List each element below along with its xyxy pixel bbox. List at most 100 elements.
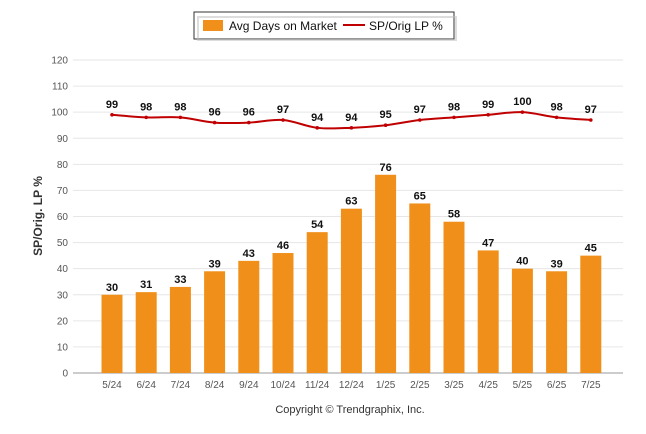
bar — [272, 253, 294, 373]
x-tick-label: 6/25 — [547, 380, 567, 391]
y-tick-label: 10 — [57, 342, 69, 353]
bar-data-label: 39 — [550, 258, 562, 270]
x-tick-label: 4/25 — [478, 380, 498, 391]
y-tick-label: 70 — [57, 186, 69, 197]
bar-data-labels: 30 31 33 39 43 46 54 63 76 65 58 47 40 39 45 — [106, 162, 597, 294]
x-tick-label: 9/24 — [239, 380, 259, 391]
line-data-label: 97 — [277, 104, 289, 116]
bar — [340, 208, 362, 373]
bar — [169, 286, 191, 373]
y-tick-label: 30 — [57, 290, 69, 301]
line-data-label: 99 — [106, 99, 118, 111]
bar-data-label: 39 — [208, 258, 220, 270]
bar-data-label: 76 — [379, 162, 391, 174]
x-tick-label: 6/24 — [136, 380, 156, 391]
line-point — [144, 115, 148, 120]
line-point — [247, 120, 251, 125]
line-data-label: 99 — [482, 99, 494, 111]
line-point — [554, 115, 559, 120]
x-tick-label: 8/24 — [205, 380, 225, 391]
y-tick-label: 120 — [51, 56, 68, 67]
line-point — [349, 126, 354, 130]
bar-data-label: 31 — [140, 279, 152, 291]
line-point — [589, 118, 593, 122]
bar-data-label: 40 — [516, 256, 528, 268]
bar — [580, 255, 602, 373]
line-data-label: 97 — [585, 104, 597, 116]
line-point — [178, 115, 183, 120]
y-tick-label: 60 — [57, 212, 69, 223]
bar — [511, 268, 533, 373]
line-data-label: 94 — [345, 112, 358, 124]
line-point — [315, 126, 320, 130]
y-tick-label: 50 — [57, 238, 69, 249]
y-tick-label: 100 — [51, 108, 68, 119]
bar — [443, 221, 465, 373]
bar — [375, 174, 397, 373]
bar-data-label: 33 — [174, 274, 186, 286]
bar — [306, 232, 328, 373]
x-tick-label: 7/24 — [171, 380, 191, 391]
line-data-label: 94 — [311, 112, 324, 124]
line-point — [520, 110, 525, 114]
bar — [101, 294, 123, 373]
legend-bar-label: Avg Days on Market — [229, 19, 337, 33]
line-data-label: 96 — [243, 107, 255, 119]
bar-data-label: 43 — [243, 248, 255, 260]
y-tick-label: 20 — [57, 316, 69, 327]
legend-shadow — [197, 16, 457, 41]
bar-data-label: 63 — [345, 196, 357, 208]
line-point — [212, 120, 217, 125]
x-tick-label: 7/25 — [581, 380, 601, 391]
bar-data-label: 47 — [482, 237, 494, 249]
legend: Avg Days on Market SP/Orig LP % — [193, 11, 457, 41]
copyright-text: Copyright © Trendgraphix, Inc. — [275, 404, 424, 416]
line-data-label: 95 — [379, 109, 391, 121]
y-tick-label: 90 — [57, 134, 69, 145]
line-data-label: 96 — [208, 107, 220, 119]
y-tick-labels: 0 10 20 30 40 50 60 70 80 90 100 110 120 — [51, 56, 68, 380]
legend-line-label: SP/Orig LP % — [369, 19, 443, 33]
x-tick-label: 5/24 — [102, 380, 122, 391]
y-tick-label: 110 — [52, 82, 68, 93]
bar — [204, 271, 226, 373]
x-tick-label: 12/24 — [339, 380, 364, 391]
line-point — [281, 118, 285, 122]
line-data-label: 100 — [513, 96, 531, 108]
bar-data-label: 45 — [585, 243, 597, 255]
y-tick-label: 0 — [62, 369, 68, 380]
x-tick-label: 3/25 — [444, 380, 464, 391]
bar-data-label: 58 — [448, 209, 460, 221]
bar — [135, 292, 157, 373]
line-series — [110, 110, 593, 130]
line-point — [110, 112, 114, 117]
x-tick-label: 5/25 — [513, 380, 533, 391]
x-tick-label: 10/24 — [270, 380, 295, 391]
y-tick-label: 80 — [57, 160, 69, 171]
line-point — [418, 118, 422, 122]
bar — [477, 250, 499, 373]
bar — [238, 260, 260, 373]
y-axis-title: SP/Orig. LP % — [31, 176, 45, 256]
bar — [546, 271, 568, 373]
x-tick-label: 11/24 — [305, 380, 330, 391]
line-point — [452, 115, 456, 120]
line-data-label: 98 — [448, 101, 460, 113]
x-tick-label: 1/25 — [376, 380, 396, 391]
bar-data-label: 46 — [277, 240, 289, 252]
legend-bar-swatch — [203, 20, 223, 31]
bar — [409, 203, 431, 373]
line-point — [486, 112, 491, 117]
y-tick-label: 40 — [57, 264, 69, 275]
bar-data-label: 65 — [414, 190, 426, 202]
line-data-labels: 99 98 98 96 96 97 94 94 95 97 98 99 100 98 97 — [106, 96, 597, 124]
x-tick-label: 2/25 — [410, 380, 430, 391]
bars — [101, 174, 602, 373]
x-tick-labels: 5/24 6/24 7/24 8/24 9/24 10/24 11/24 12/24 1/25 2… — [102, 380, 601, 391]
bar-data-label: 30 — [106, 282, 118, 294]
line-data-label: 98 — [174, 101, 186, 113]
line-data-label: 97 — [414, 104, 426, 116]
line-point — [383, 123, 388, 128]
bar-data-label: 54 — [311, 219, 324, 231]
